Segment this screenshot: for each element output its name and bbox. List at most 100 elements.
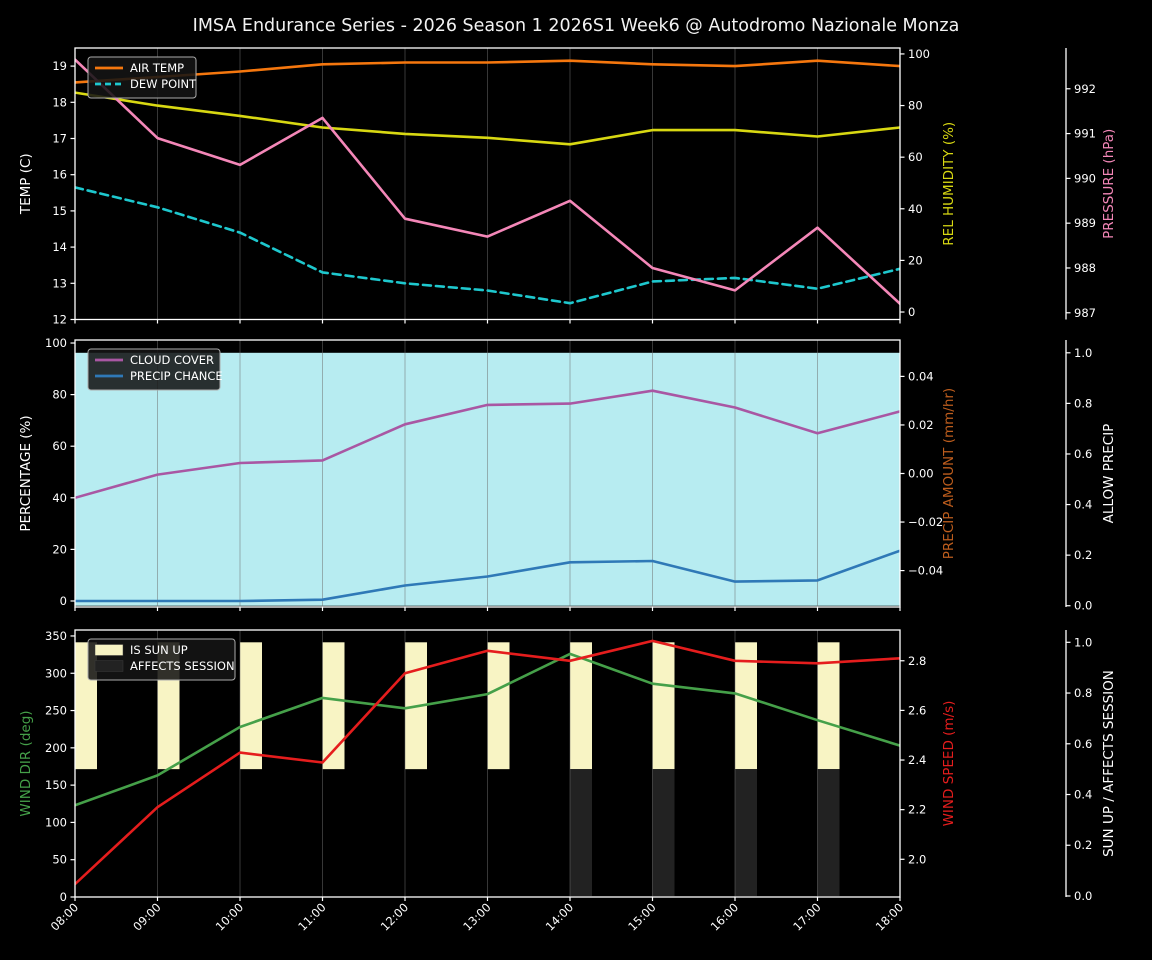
affects-session-bar [570, 769, 592, 896]
y-tick-label: 12 [52, 313, 67, 327]
affects-session-bar [652, 769, 675, 896]
is-sun-up-bar [817, 642, 840, 770]
y-tick-label: 13 [52, 276, 67, 290]
wind-dir-line [75, 652, 900, 807]
y-tick-label: 1.0 [1074, 635, 1092, 649]
y-tick-label: 0.02 [908, 418, 934, 432]
is-sun-up-legend-swatch [94, 644, 124, 656]
affects-session-legend-swatch [94, 660, 124, 672]
allow-precip-axis-label: ALLOW PRECIP [1101, 424, 1117, 524]
precip-chance-line [75, 549, 900, 603]
y-tick-label: 14 [52, 240, 67, 254]
y-tick-label: 19 [52, 59, 67, 73]
is-sun-up-bar [570, 642, 592, 770]
y-tick-label: 2.0 [908, 852, 926, 866]
y-tick-label: 18 [52, 95, 67, 109]
y-tick-label: 0.00 [908, 467, 934, 481]
y-tick-label: 0.6 [1074, 447, 1092, 461]
y-tick-label: 0.8 [1074, 686, 1092, 700]
rel-humidity-axis-label: REL HUMIDITY (%) [941, 122, 957, 246]
wind-sun-session-legend: IS SUN UP AFFECTS SESSION [87, 638, 236, 681]
x-tick-label: 15:00 [625, 900, 658, 933]
precip-amount-mm-hr-axis-label: PRECIP AMOUNT (mm/hr) [941, 388, 957, 559]
cloud-precip-plot-area [75, 340, 900, 607]
y-tick-label: 20 [908, 253, 923, 267]
temperature-humidity-pressure-plot-area [75, 48, 900, 320]
y-tick-label: 2.8 [908, 654, 926, 668]
pressure-line [75, 58, 900, 306]
y-tick-label: 100 [45, 815, 67, 829]
y-tick-label: 0.0 [1074, 889, 1092, 903]
temp-c-axis-label: TEMP (C) [18, 153, 34, 215]
pressure-hpa-axis-label: PRESSURE (hPa) [1101, 129, 1117, 239]
legend-box [87, 638, 236, 681]
y-tick-label: 987 [1074, 306, 1096, 320]
legend-label: AIR TEMP [130, 61, 184, 75]
y-tick-label: 100 [908, 47, 930, 61]
sun-up-affects-session-axis-label: SUN UP / AFFECTS SESSION [1101, 670, 1117, 857]
y-tick-label: 50 [52, 853, 67, 867]
chart-title: IMSA Endurance Series - 2026 Season 1 20… [192, 16, 960, 36]
x-tick-label: 09:00 [130, 900, 163, 933]
y-tick-label: 60 [52, 439, 67, 453]
dew-point-line [75, 186, 900, 305]
air-temp-line [75, 59, 900, 84]
y-tick-label: 40 [908, 202, 923, 216]
y-tick-label: 1.0 [1074, 346, 1092, 360]
x-tick-label: 18:00 [873, 900, 906, 933]
x-tick-label: 12:00 [378, 900, 411, 933]
y-tick-label: 0 [908, 305, 915, 319]
x-tick-label: 08:00 [48, 900, 81, 933]
cloud-precip-legend: CLOUD COVER PRECIP CHANCE [87, 348, 223, 391]
y-tick-label: 60 [908, 150, 923, 164]
x-tick-label: 16:00 [708, 900, 741, 933]
y-tick-label: −0.02 [908, 515, 943, 529]
y-tick-label: −0.04 [908, 564, 943, 578]
y-tick-label: 0 [60, 594, 67, 608]
y-tick-label: 0.2 [1074, 548, 1092, 562]
is-sun-up-bar [322, 642, 345, 770]
wind-speed-m-s-axis-label: WIND SPEED (m/s) [941, 701, 957, 827]
y-tick-label: 350 [45, 629, 67, 643]
x-tick-label: 11:00 [295, 900, 328, 933]
y-tick-label: 0.8 [1074, 396, 1092, 410]
legend-label: DEW POINT [130, 77, 197, 91]
y-tick-label: 992 [1074, 82, 1096, 96]
y-tick-label: 17 [52, 132, 67, 146]
affects-session-bar [817, 769, 840, 896]
y-tick-label: 2.4 [908, 753, 926, 767]
y-tick-label: 0 [60, 890, 67, 904]
x-tick-label: 17:00 [790, 900, 823, 933]
temperature-humidity-pressure-legend: AIR TEMP DEW POINT [87, 56, 197, 99]
y-tick-label: 2.2 [908, 803, 926, 817]
y-tick-label: 300 [45, 666, 67, 680]
percentage-axis-label: PERCENTAGE (%) [18, 415, 34, 531]
legend-label: IS SUN UP [130, 643, 188, 657]
y-tick-label: 80 [52, 388, 67, 402]
y-tick-label: 0.4 [1074, 788, 1092, 802]
is-sun-up-bar [735, 642, 757, 770]
x-tick-label: 10:00 [213, 900, 246, 933]
wind-dir-deg-axis-label: WIND DIR (deg) [18, 710, 34, 816]
affects-session-bar [735, 769, 757, 896]
cloud-cover-line [75, 389, 900, 500]
is-sun-up-bar [487, 642, 510, 770]
y-tick-label: 40 [52, 491, 67, 505]
x-tick-label: 13:00 [460, 900, 493, 933]
is-sun-up-bar [240, 642, 262, 770]
y-tick-label: 0.2 [1074, 838, 1092, 852]
y-tick-label: 991 [1074, 127, 1096, 141]
y-tick-label: 0.6 [1074, 737, 1092, 751]
x-tick-label: 14:00 [543, 900, 576, 933]
y-tick-label: 16 [52, 168, 67, 182]
y-tick-label: 20 [52, 542, 67, 556]
y-tick-label: 0.04 [908, 369, 934, 383]
y-tick-label: 2.6 [908, 703, 926, 717]
y-tick-label: 988 [1074, 261, 1096, 275]
legend-label: PRECIP CHANCE [130, 369, 223, 383]
y-tick-label: 990 [1074, 171, 1096, 185]
legend-label: AFFECTS SESSION [130, 659, 235, 673]
y-tick-label: 15 [52, 204, 67, 218]
